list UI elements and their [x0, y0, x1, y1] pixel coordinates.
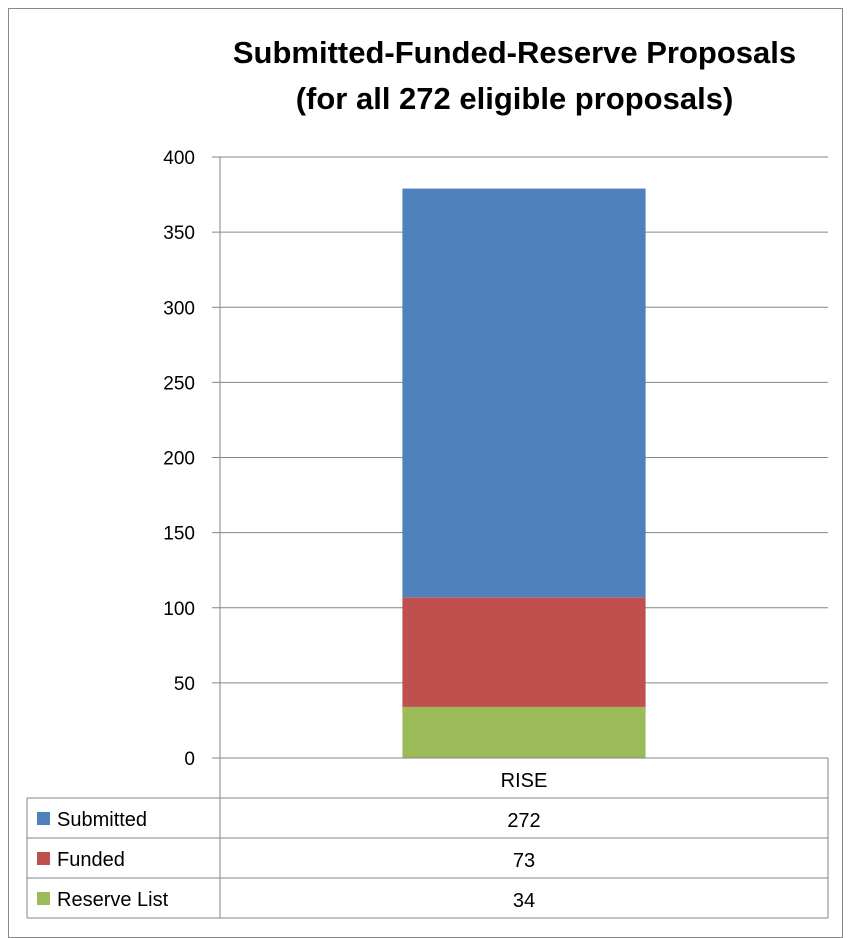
legend-label: Funded [57, 849, 125, 871]
table-value: 34 [513, 890, 535, 912]
table-value: 73 [513, 850, 535, 872]
y-tick-label: 200 [163, 449, 195, 470]
chart-title-line1: Submitted-Funded-Reserve Proposals [232, 35, 797, 70]
table-value: 272 [507, 810, 540, 832]
legend-swatch-funded [37, 852, 50, 865]
y-tick-label: 250 [163, 373, 195, 394]
legend-label: Reserve List [57, 889, 169, 911]
y-tick-label: 50 [174, 674, 195, 695]
legend-swatch-submitted [37, 812, 50, 825]
table-category-label: RISE [501, 770, 548, 792]
y-tick-label: 300 [163, 298, 195, 319]
y-tick-label: 150 [163, 524, 195, 545]
legend-label: Submitted [57, 809, 147, 831]
y-tick-label: 400 [163, 148, 195, 169]
bar-segment-funded [402, 597, 646, 707]
bar-segment-reserve-list [402, 706, 646, 758]
legend-swatch-reserve-list [37, 892, 50, 905]
y-tick-label: 0 [184, 749, 195, 770]
bar-segment-submitted [402, 188, 646, 598]
y-tick-label: 100 [163, 599, 195, 620]
chart-title-line2: (for all 272 eligible proposals) [295, 81, 734, 116]
y-tick-label: 350 [163, 223, 195, 244]
chart-title: Submitted-Funded-Reserve Proposals (for … [0, 30, 849, 122]
